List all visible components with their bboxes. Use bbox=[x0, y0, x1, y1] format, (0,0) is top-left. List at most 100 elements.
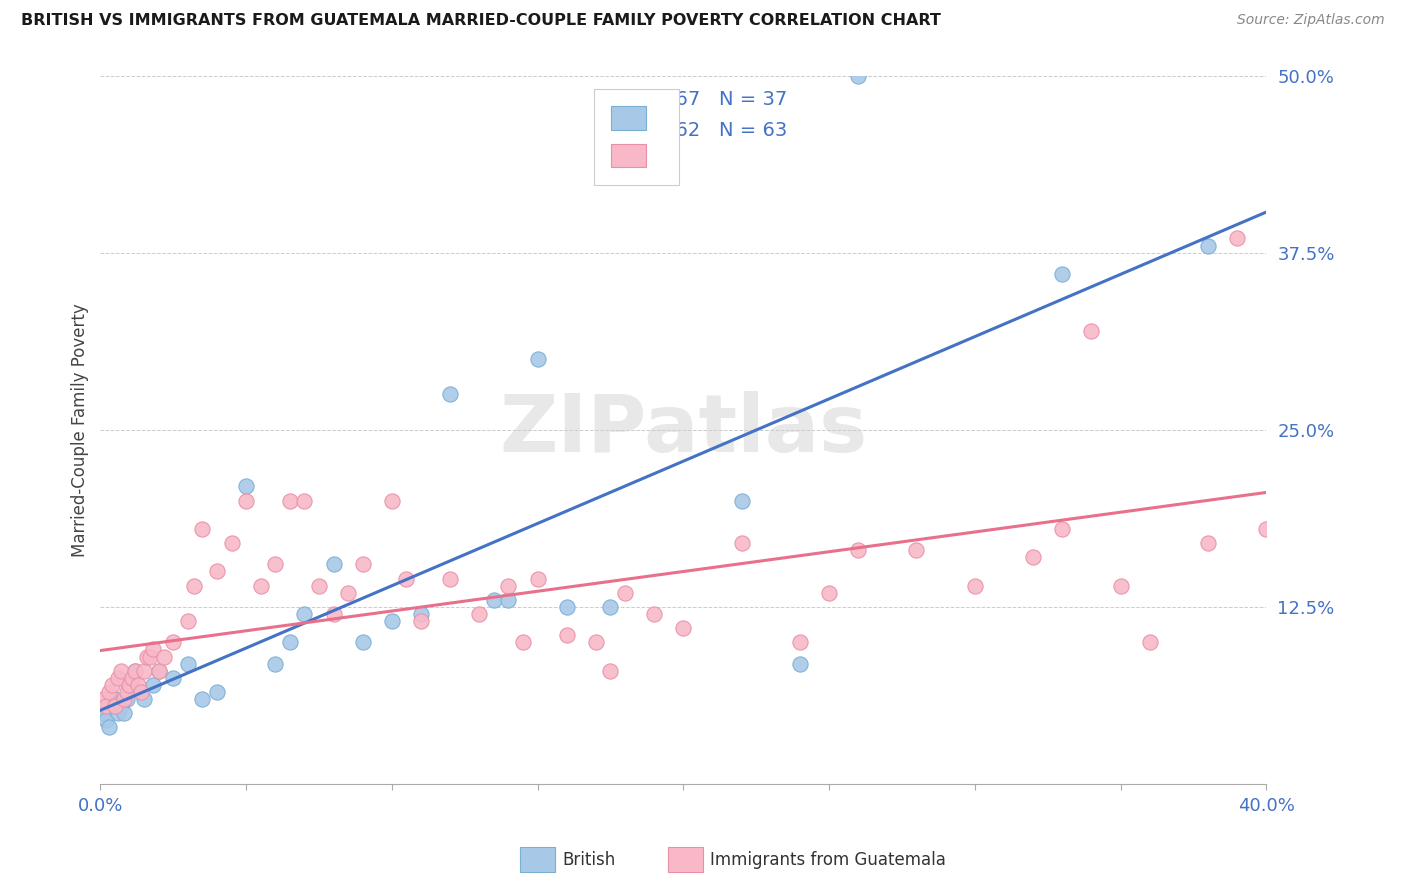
Text: Source: ZipAtlas.com: Source: ZipAtlas.com bbox=[1237, 13, 1385, 28]
Point bbox=[468, 607, 491, 621]
Point bbox=[730, 536, 752, 550]
Point bbox=[614, 586, 637, 600]
Text: R = 0.562   N = 63: R = 0.562 N = 63 bbox=[602, 121, 787, 140]
Point bbox=[118, 678, 141, 692]
Point bbox=[278, 493, 301, 508]
Point bbox=[148, 664, 170, 678]
Point bbox=[112, 706, 135, 721]
Point bbox=[1226, 231, 1249, 245]
Point bbox=[555, 628, 578, 642]
Point bbox=[110, 664, 132, 678]
Text: British: British bbox=[562, 851, 616, 869]
Point bbox=[104, 699, 127, 714]
Text: R = 0.567   N = 37: R = 0.567 N = 37 bbox=[602, 90, 787, 109]
Point bbox=[352, 558, 374, 572]
Point bbox=[221, 536, 243, 550]
Point bbox=[264, 657, 287, 671]
Point bbox=[409, 614, 432, 628]
Point bbox=[381, 614, 404, 628]
Point bbox=[439, 572, 461, 586]
Point bbox=[292, 493, 315, 508]
Point bbox=[439, 387, 461, 401]
Text: Immigrants from Guatemala: Immigrants from Guatemala bbox=[710, 851, 946, 869]
Point bbox=[96, 699, 118, 714]
Point bbox=[1197, 536, 1219, 550]
Point bbox=[104, 692, 127, 706]
Point bbox=[789, 657, 811, 671]
Point bbox=[205, 565, 228, 579]
Point bbox=[264, 558, 287, 572]
Point bbox=[1052, 267, 1074, 281]
Point bbox=[98, 685, 121, 699]
Point bbox=[1256, 522, 1278, 536]
Point bbox=[672, 621, 695, 635]
Point bbox=[1139, 635, 1161, 649]
Point bbox=[101, 678, 124, 692]
Point bbox=[153, 649, 176, 664]
Point bbox=[322, 607, 344, 621]
Point bbox=[91, 692, 114, 706]
Point bbox=[127, 678, 149, 692]
Point bbox=[115, 692, 138, 706]
Point bbox=[129, 685, 152, 699]
Point bbox=[205, 685, 228, 699]
Point bbox=[139, 649, 162, 664]
Point bbox=[846, 543, 869, 558]
Point bbox=[101, 699, 124, 714]
Point bbox=[1109, 579, 1132, 593]
Point bbox=[142, 642, 165, 657]
Point bbox=[322, 558, 344, 572]
Point bbox=[132, 692, 155, 706]
Point bbox=[337, 586, 360, 600]
Point bbox=[905, 543, 928, 558]
Point bbox=[110, 699, 132, 714]
Point bbox=[96, 714, 118, 728]
Point bbox=[98, 720, 121, 734]
Point bbox=[1052, 522, 1074, 536]
Point bbox=[789, 635, 811, 649]
Text: ZIPatlas: ZIPatlas bbox=[499, 391, 868, 469]
Point bbox=[191, 522, 214, 536]
Point bbox=[292, 607, 315, 621]
Point bbox=[1080, 324, 1102, 338]
Point bbox=[162, 671, 184, 685]
Point bbox=[121, 671, 143, 685]
Point bbox=[148, 664, 170, 678]
Point bbox=[124, 664, 146, 678]
Point bbox=[585, 635, 607, 649]
Point bbox=[249, 579, 271, 593]
Point bbox=[235, 479, 257, 493]
Point bbox=[1197, 238, 1219, 252]
Point bbox=[118, 678, 141, 692]
Point bbox=[124, 664, 146, 678]
Point bbox=[526, 351, 548, 366]
Point bbox=[643, 607, 665, 621]
Point bbox=[177, 657, 200, 671]
Point bbox=[107, 671, 129, 685]
Point bbox=[308, 579, 330, 593]
Point bbox=[352, 635, 374, 649]
Point bbox=[526, 572, 548, 586]
Point bbox=[142, 678, 165, 692]
Point bbox=[555, 599, 578, 614]
Point bbox=[132, 664, 155, 678]
Point bbox=[112, 692, 135, 706]
Point bbox=[278, 635, 301, 649]
Point bbox=[963, 579, 986, 593]
Point bbox=[395, 572, 418, 586]
Text: BRITISH VS IMMIGRANTS FROM GUATEMALA MARRIED-COUPLE FAMILY POVERTY CORRELATION C: BRITISH VS IMMIGRANTS FROM GUATEMALA MAR… bbox=[21, 13, 941, 29]
Point bbox=[818, 586, 841, 600]
Point bbox=[381, 493, 404, 508]
Point bbox=[183, 579, 205, 593]
Point bbox=[235, 493, 257, 508]
Point bbox=[498, 579, 520, 593]
Point bbox=[177, 614, 200, 628]
Point bbox=[482, 592, 505, 607]
Point bbox=[162, 635, 184, 649]
Point bbox=[498, 592, 520, 607]
Y-axis label: Married-Couple Family Poverty: Married-Couple Family Poverty bbox=[72, 303, 89, 557]
Point bbox=[512, 635, 534, 649]
Point bbox=[599, 664, 621, 678]
Point bbox=[136, 649, 159, 664]
Point bbox=[107, 706, 129, 721]
